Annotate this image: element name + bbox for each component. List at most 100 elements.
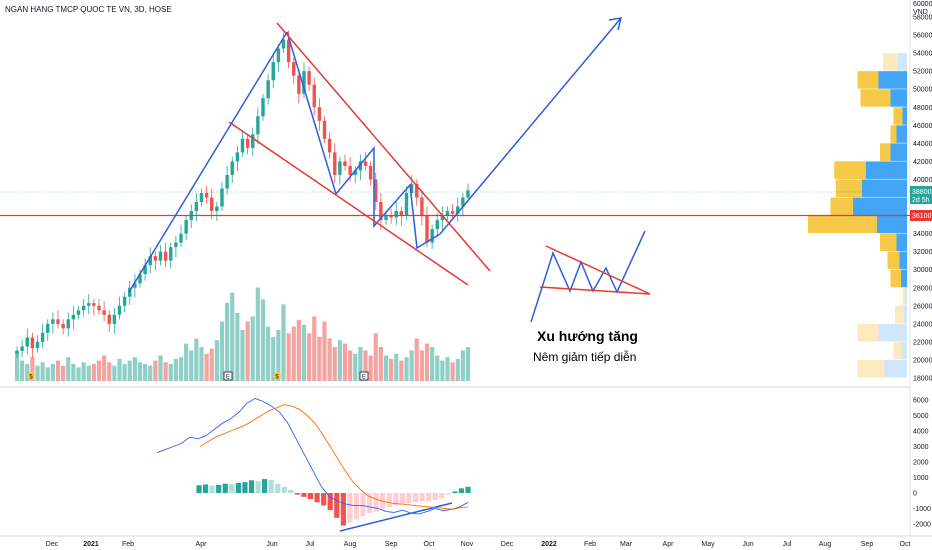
volume-bar <box>194 338 199 381</box>
candle-body <box>374 179 378 203</box>
price-tick-20: 18000 <box>913 376 932 383</box>
volume-bar <box>40 362 45 381</box>
time-tick-1: 2021 <box>83 541 99 548</box>
candle-body <box>302 71 306 94</box>
uptrend-line <box>128 31 288 293</box>
volume-profile-sell <box>904 305 907 324</box>
macd-histogram-bar <box>196 485 202 493</box>
volume-bar <box>55 360 61 381</box>
macd-histogram-bar <box>412 493 419 503</box>
candle-body <box>46 323 50 333</box>
time-tick-16: Jun <box>742 541 753 548</box>
volume-profile-buy <box>857 323 879 342</box>
volume-profile-sell <box>901 341 907 360</box>
volume-profile-sell <box>902 107 907 125</box>
volume-bar <box>219 321 225 381</box>
volume-profile-buy <box>830 197 853 216</box>
time-tick-18: Aug <box>819 541 832 548</box>
candle-body <box>353 170 357 175</box>
volume-bar <box>96 360 102 381</box>
volume-bar <box>430 347 435 381</box>
candle-body <box>174 242 178 248</box>
price-tick-2: 54000 <box>913 51 932 58</box>
volume-profile-buy <box>857 71 879 89</box>
price-tick-8: 42000 <box>913 159 932 166</box>
candle-body <box>343 161 347 166</box>
candle-body <box>117 305 122 315</box>
price-axis: 58000 56000 54000 52000 50000 48000 46000 44000… <box>913 15 932 383</box>
dividend-marker[interactable] <box>27 372 35 380</box>
candle-body <box>425 215 429 243</box>
volume-bar <box>440 360 445 381</box>
price-tick-19: 20000 <box>913 357 932 364</box>
volume-bar <box>383 355 389 381</box>
volume-bar <box>153 360 158 381</box>
event-marker-label: E <box>362 375 366 381</box>
macd-histogram-bar <box>301 493 307 497</box>
current-price-badge: 38800 2d 5h <box>910 186 932 204</box>
macd-histogram-bar <box>406 493 412 504</box>
macd-histogram-bar <box>386 493 392 507</box>
volume-profile-sell <box>865 161 907 179</box>
time-axis: Dec 2021 Feb Apr Jun Jul Aug Sep Oct Nov Dec 2022 Fe… <box>46 541 911 548</box>
time-tick-7: Sep <box>385 541 398 548</box>
volume-profile-buy <box>887 251 900 270</box>
volume-bar <box>414 338 419 381</box>
wedge-lines <box>228 22 651 295</box>
time-tick-6: Aug <box>344 541 357 548</box>
breakout-arrow-head <box>608 17 623 31</box>
macd-histogram-bar <box>373 493 379 512</box>
candle-body <box>333 152 337 175</box>
price-axis-top-label: 60000 <box>913 1 932 8</box>
macd-histogram-bar <box>439 493 445 499</box>
macd-tick-3: 3000 <box>913 444 929 451</box>
event-marker-label: E <box>226 375 230 381</box>
candle-body <box>51 319 55 324</box>
volume-bar <box>214 340 219 381</box>
time-tick-13: Mar <box>620 541 633 548</box>
volume-profile-sell <box>901 269 907 288</box>
volume-profile-sell <box>878 323 907 342</box>
volume-bar <box>327 338 332 381</box>
volume-profile-sell <box>890 89 907 107</box>
candle-body <box>230 161 234 175</box>
volume-bar <box>30 357 35 381</box>
triangle-zigzag <box>530 230 646 323</box>
volume-profile-sell <box>898 53 907 71</box>
volume-bar <box>35 365 40 381</box>
dividend-marker[interactable] <box>273 372 281 380</box>
volume-bar <box>317 336 322 381</box>
volume-bar <box>296 319 301 381</box>
volume-bar <box>117 358 122 381</box>
macd-histogram-bar <box>275 483 281 493</box>
macd-histogram-bar <box>393 493 399 506</box>
price-tick-7: 44000 <box>913 141 932 148</box>
volume-bar <box>337 340 342 381</box>
candle-body <box>128 287 132 297</box>
volume-profile-buy <box>890 125 897 143</box>
volume-bar <box>235 313 240 381</box>
price-tick-12: 34000 <box>913 231 932 238</box>
annotation-pattern: Nêm giảm tiếp diễn <box>533 349 636 364</box>
earnings-marker[interactable] <box>223 371 233 381</box>
candle-body <box>61 323 65 329</box>
candle-body <box>456 206 460 214</box>
volume-bar <box>301 324 307 381</box>
price-tick-4: 50000 <box>913 87 932 94</box>
candle-body <box>327 138 332 153</box>
candle-body <box>97 305 101 311</box>
volume-bar <box>25 364 30 381</box>
volume-bar <box>184 343 189 381</box>
volume-profile-buy <box>902 287 906 306</box>
price-tick-13: 32000 <box>913 249 932 256</box>
volume-profile-buy <box>834 161 866 179</box>
earnings-marker[interactable] <box>359 371 369 381</box>
triangle-upper <box>545 245 651 295</box>
volume-profile-sell <box>878 71 907 89</box>
volume-bar <box>66 357 71 381</box>
volume-bar <box>143 364 148 381</box>
macd-histogram-bar <box>347 493 353 523</box>
volume-bar <box>45 367 50 381</box>
macd-histogram-bar <box>334 493 340 518</box>
event-marker-label: $ <box>29 375 33 381</box>
